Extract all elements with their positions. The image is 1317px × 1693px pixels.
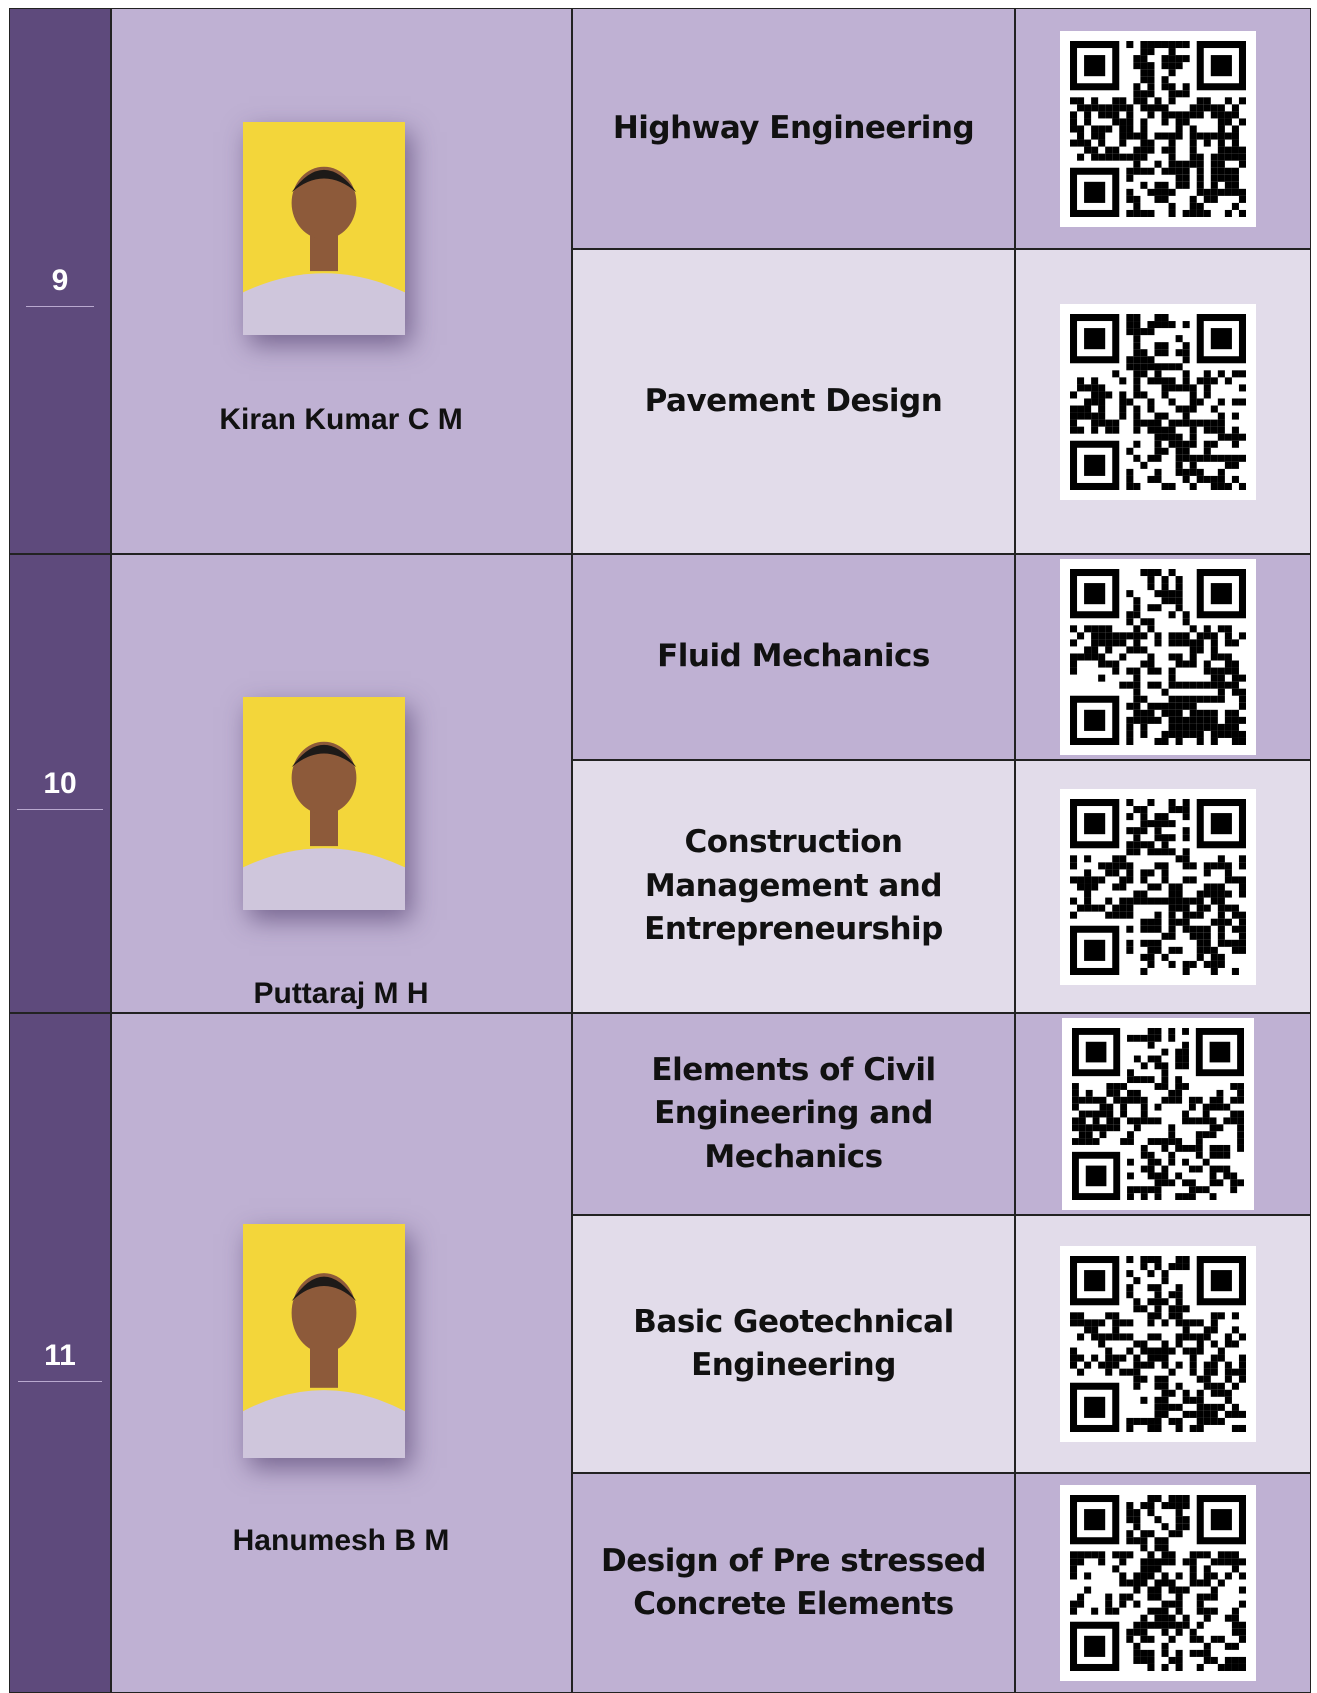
qr-code	[1062, 1018, 1254, 1210]
subject-cell: Basic Geotechnical Engineering	[572, 1215, 1015, 1473]
number-cell: 11	[9, 1013, 111, 1693]
number-cell: 10	[9, 554, 111, 1013]
subject-cell: Pavement Design	[572, 249, 1015, 554]
subject-cell: Highway Engineering	[572, 8, 1015, 249]
staff-photo	[243, 122, 405, 335]
row-number: 11	[18, 1339, 102, 1382]
qr-code	[1060, 1246, 1256, 1442]
subject-cell: Fluid Mechanics	[572, 554, 1015, 760]
qr-code	[1060, 559, 1256, 755]
row-number: 9	[25, 264, 95, 307]
subject-cell: Construction Management and Entrepreneur…	[572, 760, 1015, 1013]
row-number: 10	[17, 767, 103, 810]
staff-photo	[243, 697, 405, 910]
staff-name: Hanumesh B M	[232, 1524, 450, 1557]
qr-code	[1060, 1485, 1256, 1681]
qr-code	[1060, 303, 1256, 500]
qr-code	[1060, 788, 1256, 985]
number-cell: 9	[9, 8, 111, 554]
staff-name: Kiran Kumar C M	[219, 403, 463, 436]
qr-code	[1060, 30, 1256, 227]
staff-name: Puttaraj M H	[253, 977, 429, 1010]
subject-cell: Design of Pre stressed Concrete Elements	[572, 1473, 1015, 1693]
subject-cell: Elements of Civil Engineering and Mechan…	[572, 1013, 1015, 1215]
staff-photo	[243, 1224, 405, 1458]
